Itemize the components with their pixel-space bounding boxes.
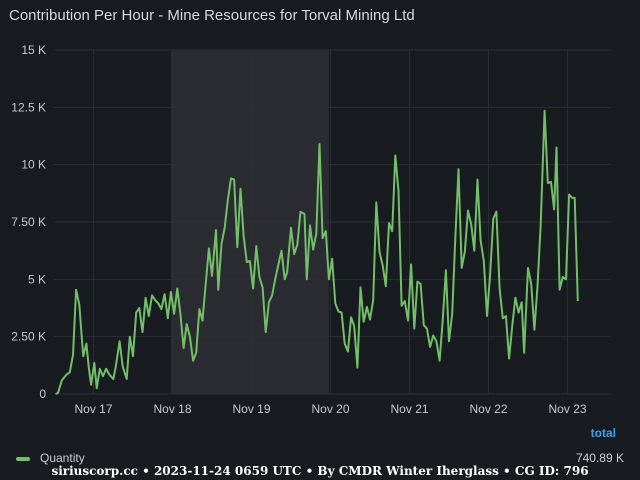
x-tick-label: Nov 18	[153, 402, 191, 416]
x-tick-label: Nov 20	[312, 402, 350, 416]
y-tick-label: 10 K	[21, 158, 46, 172]
y-tick-label: 0	[39, 387, 46, 401]
y-tick-label: 2.50 K	[11, 330, 46, 344]
panel-title: Contribution Per Hour - Mine Resources f…	[9, 7, 415, 24]
series-line-quantity	[55, 109, 579, 395]
y-tick-label: 15 K	[21, 43, 46, 57]
series-group	[55, 109, 579, 395]
x-tick-label: Nov 21	[391, 402, 429, 416]
footer-credit: siriuscorp.cc • 2023-11-24 0659 UTC • By…	[51, 464, 589, 478]
x-tick-label: Nov 17	[74, 402, 112, 416]
legend-series-total: 740.89 K	[575, 451, 624, 465]
legend-total-header[interactable]: total	[590, 426, 616, 440]
legend-item-quantity[interactable]: Quantity 740.89 K	[16, 451, 626, 465]
x-tick-label: Nov 19	[233, 402, 271, 416]
x-tick-label: Nov 22	[470, 402, 508, 416]
legend-swatch	[16, 457, 30, 461]
y-tick-label: 12.5 K	[11, 100, 46, 114]
grid-lines	[54, 49, 611, 395]
x-axis: Nov 17 Nov 18 Nov 19 Nov 20 Nov 21 Nov 22 Nov …	[74, 402, 586, 416]
y-axis: 0 2.50 K 5 K 7.50 K 10 K 12.5 K 15 K	[11, 43, 46, 401]
x-tick-label: Nov 23	[549, 402, 587, 416]
y-tick-label: 5 K	[28, 272, 46, 286]
y-tick-label: 7.50 K	[11, 215, 46, 229]
legend-series-name: Quantity	[40, 451, 85, 465]
